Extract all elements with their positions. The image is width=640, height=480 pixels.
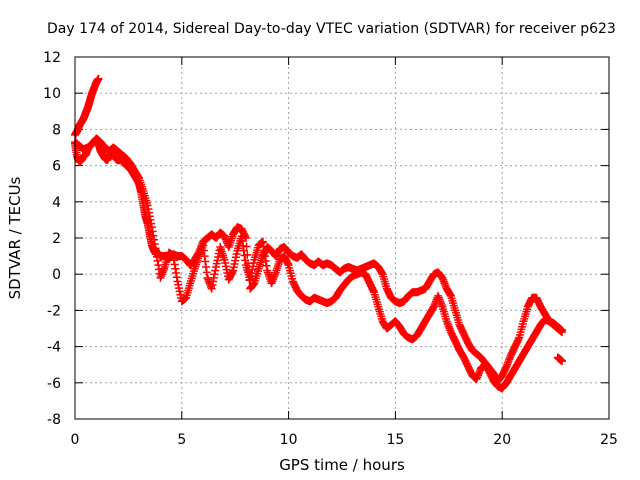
y-tick-label: 2 xyxy=(52,231,61,247)
offset-trace-point xyxy=(558,326,567,335)
y-tick-label: -8 xyxy=(47,412,61,428)
y-tick-label: -6 xyxy=(47,376,61,392)
chart-title: Day 174 of 2014, Sidereal Day-to-day VTE… xyxy=(47,21,616,37)
x-tick-label: 5 xyxy=(177,432,186,448)
y-tick-label: 12 xyxy=(43,50,61,66)
early-spike-point xyxy=(94,74,103,83)
x-tick-label: 10 xyxy=(280,432,298,448)
y-tick-label: 10 xyxy=(43,86,61,102)
y-tick-label: 0 xyxy=(52,267,61,283)
data-points xyxy=(71,74,567,393)
x-tick-label: 25 xyxy=(600,432,618,448)
y-axis-label: SDTVAR / TECUs xyxy=(6,176,24,299)
tick-labels: 0 5 10 15 20 25 -8 -6 -4 -2 0 2 4 6 8 10 12 xyxy=(43,50,618,448)
x-axis-label: GPS time / hours xyxy=(279,456,405,474)
y-tick-label: 6 xyxy=(52,159,61,175)
grid-lines xyxy=(75,57,609,419)
y-tick-label: -4 xyxy=(47,340,61,356)
late-fragment-point xyxy=(558,357,567,366)
y-tick-label: 8 xyxy=(52,122,61,138)
x-tick-label: 0 xyxy=(71,432,80,448)
y-tick-label: -2 xyxy=(47,303,61,319)
y-tick-label: 4 xyxy=(52,195,61,211)
x-tick-label: 20 xyxy=(493,432,511,448)
x-tick-label: 15 xyxy=(386,432,404,448)
plot-frame xyxy=(74,56,610,420)
